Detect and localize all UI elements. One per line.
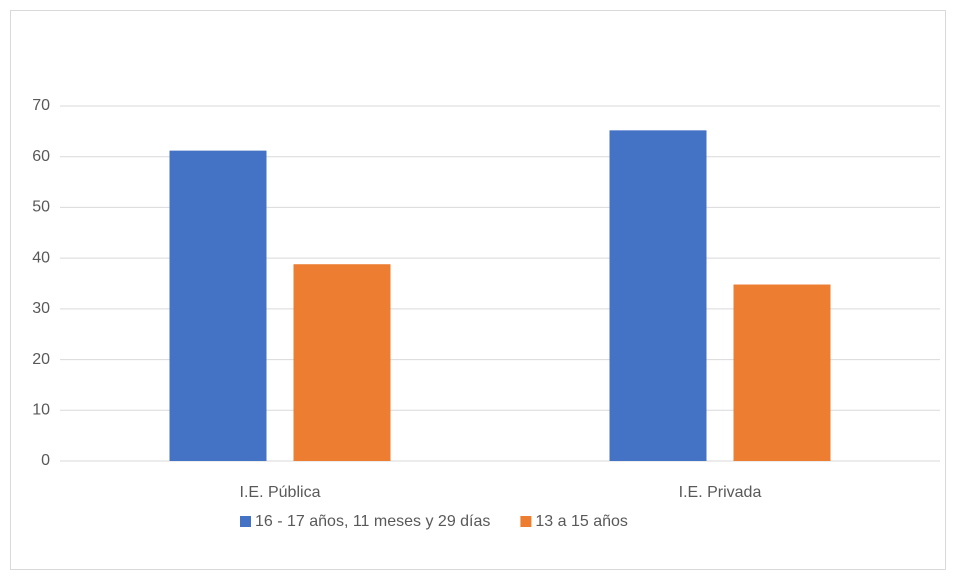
y-tick-label: 20 [32,351,50,368]
y-tick-label: 10 [32,402,50,419]
y-tick-label: 60 [32,148,50,165]
legend-label: 16 - 17 años, 11 meses y 29 días [255,513,490,530]
y-tick-label: 0 [41,452,50,469]
bar [733,284,831,461]
bar [169,150,267,461]
x-tick-label: I.E. Pública [240,484,321,501]
x-tick-label: I.E. Privada [679,484,762,501]
y-tick-label: 30 [32,300,50,317]
y-tick-label: 50 [32,199,50,216]
y-tick-label: 40 [32,249,50,266]
bar [609,130,707,462]
legend-swatch [520,516,532,527]
legend-label: 13 a 15 años [535,513,628,530]
legend-swatch [240,516,251,527]
bar [293,264,391,461]
y-tick-label: 70 [32,97,50,114]
